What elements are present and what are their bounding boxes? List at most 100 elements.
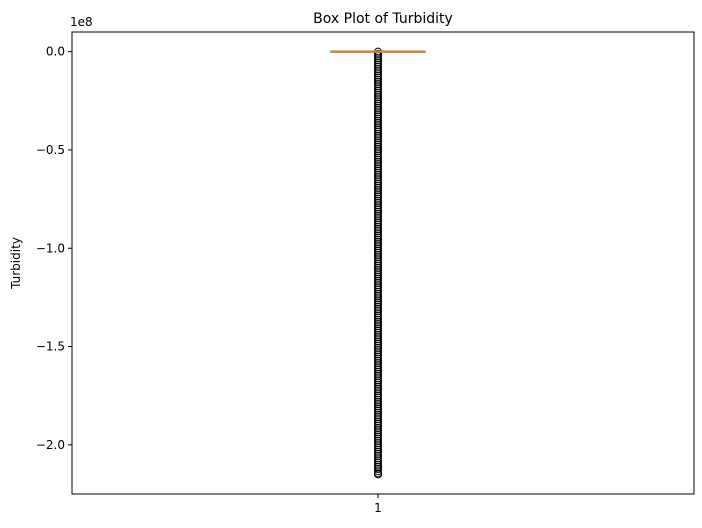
- outlier-point: [374, 82, 382, 91]
- outlier-point: [374, 365, 382, 374]
- outlier-point: [374, 205, 382, 214]
- outlier-point: [374, 400, 382, 409]
- outlier-point: [374, 346, 382, 355]
- outlier-point: [374, 166, 382, 175]
- outlier-point: [374, 283, 382, 292]
- outlier-point: [374, 196, 382, 205]
- outlier-point: [374, 337, 382, 346]
- outlier-point: [374, 188, 382, 197]
- outlier-point: [374, 250, 382, 259]
- outlier-point: [374, 151, 382, 160]
- outlier-point: [374, 138, 382, 147]
- outlier-point: [374, 162, 382, 171]
- outlier-point: [374, 300, 382, 309]
- outlier-point: [374, 296, 382, 305]
- outlier-point: [374, 90, 382, 99]
- y-tick-label: −1.0: [36, 241, 65, 255]
- outlier-point: [374, 149, 382, 158]
- outlier-point: [374, 423, 382, 432]
- outlier-point: [374, 60, 382, 69]
- outlier-point: [374, 155, 382, 164]
- outlier-point: [374, 125, 382, 134]
- outlier-point: [374, 415, 382, 424]
- outlier-point: [374, 244, 382, 253]
- outlier-point: [374, 426, 382, 435]
- outlier-point: [374, 69, 382, 78]
- outlier-point: [374, 393, 382, 402]
- outlier-point: [374, 181, 382, 190]
- outlier-point: [374, 218, 382, 227]
- outlier-point: [374, 404, 382, 413]
- outlier-point: [374, 356, 382, 365]
- outlier-point: [374, 237, 382, 246]
- outlier-point: [374, 95, 382, 104]
- outlier-point: [374, 129, 382, 138]
- outlier-point: [374, 305, 382, 314]
- outlier-point: [374, 397, 382, 406]
- outlier-point: [374, 385, 382, 394]
- outlier-point: [374, 324, 382, 333]
- chart-title: Box Plot of Turbidity: [313, 11, 453, 27]
- outlier-point: [374, 64, 382, 73]
- outlier-point: [374, 97, 382, 106]
- outlier-point: [374, 112, 382, 121]
- outlier-point: [374, 460, 382, 469]
- outlier-point: [374, 222, 382, 231]
- x-axis: 1: [374, 494, 382, 515]
- outlier-point: [374, 201, 382, 210]
- outlier-point: [374, 317, 382, 326]
- outlier-point: [374, 374, 382, 383]
- outlier-point: [374, 192, 382, 201]
- outlier-point: [374, 320, 382, 329]
- outlier-point: [374, 93, 382, 102]
- outlier-point: [374, 194, 382, 203]
- outlier-point: [374, 348, 382, 357]
- plot-frame: [71, 31, 695, 495]
- outlier-point: [374, 106, 382, 115]
- outlier-point: [374, 212, 382, 221]
- outlier-point: [374, 298, 382, 307]
- outlier-point: [374, 108, 382, 117]
- x-tick-label: 1: [374, 501, 382, 515]
- outlier-point: [374, 199, 382, 208]
- outlier-point: [374, 330, 382, 339]
- outlier-point: [374, 121, 382, 130]
- outlier-point: [374, 272, 382, 281]
- outlier-point: [374, 235, 382, 244]
- outlier-point: [374, 101, 382, 110]
- outlier-point: [374, 242, 382, 251]
- y-offset-label: 1e8: [70, 15, 93, 29]
- outlier-point: [374, 136, 382, 145]
- outlier-point: [374, 80, 382, 89]
- outlier-point: [374, 322, 382, 331]
- outlier-point: [374, 372, 382, 381]
- outlier-point: [374, 270, 382, 279]
- outlier-point: [374, 103, 382, 112]
- outlier-point: [374, 449, 382, 458]
- outlier-point: [374, 445, 382, 454]
- outlier-point: [374, 164, 382, 173]
- outlier-point: [374, 123, 382, 132]
- outlier-point: [374, 363, 382, 372]
- outlier-point: [374, 389, 382, 398]
- outlier-point: [374, 432, 382, 441]
- outlier-point: [374, 281, 382, 290]
- outlier-point: [374, 276, 382, 285]
- outlier-point: [374, 395, 382, 404]
- outlier-point: [374, 140, 382, 149]
- outlier-point: [374, 279, 382, 288]
- outlier-point: [374, 233, 382, 242]
- outlier-point: [374, 268, 382, 277]
- outlier-point: [374, 214, 382, 223]
- outlier-point: [374, 58, 382, 67]
- outlier-point: [374, 419, 382, 428]
- outlier-point: [374, 410, 382, 419]
- outlier-point: [374, 467, 382, 476]
- outlier-point: [374, 382, 382, 391]
- outlier-point: [374, 359, 382, 368]
- y-tick-label: −0.5: [36, 143, 65, 157]
- outlier-point: [374, 259, 382, 268]
- outlier-point: [374, 160, 382, 169]
- outlier-point: [374, 175, 382, 184]
